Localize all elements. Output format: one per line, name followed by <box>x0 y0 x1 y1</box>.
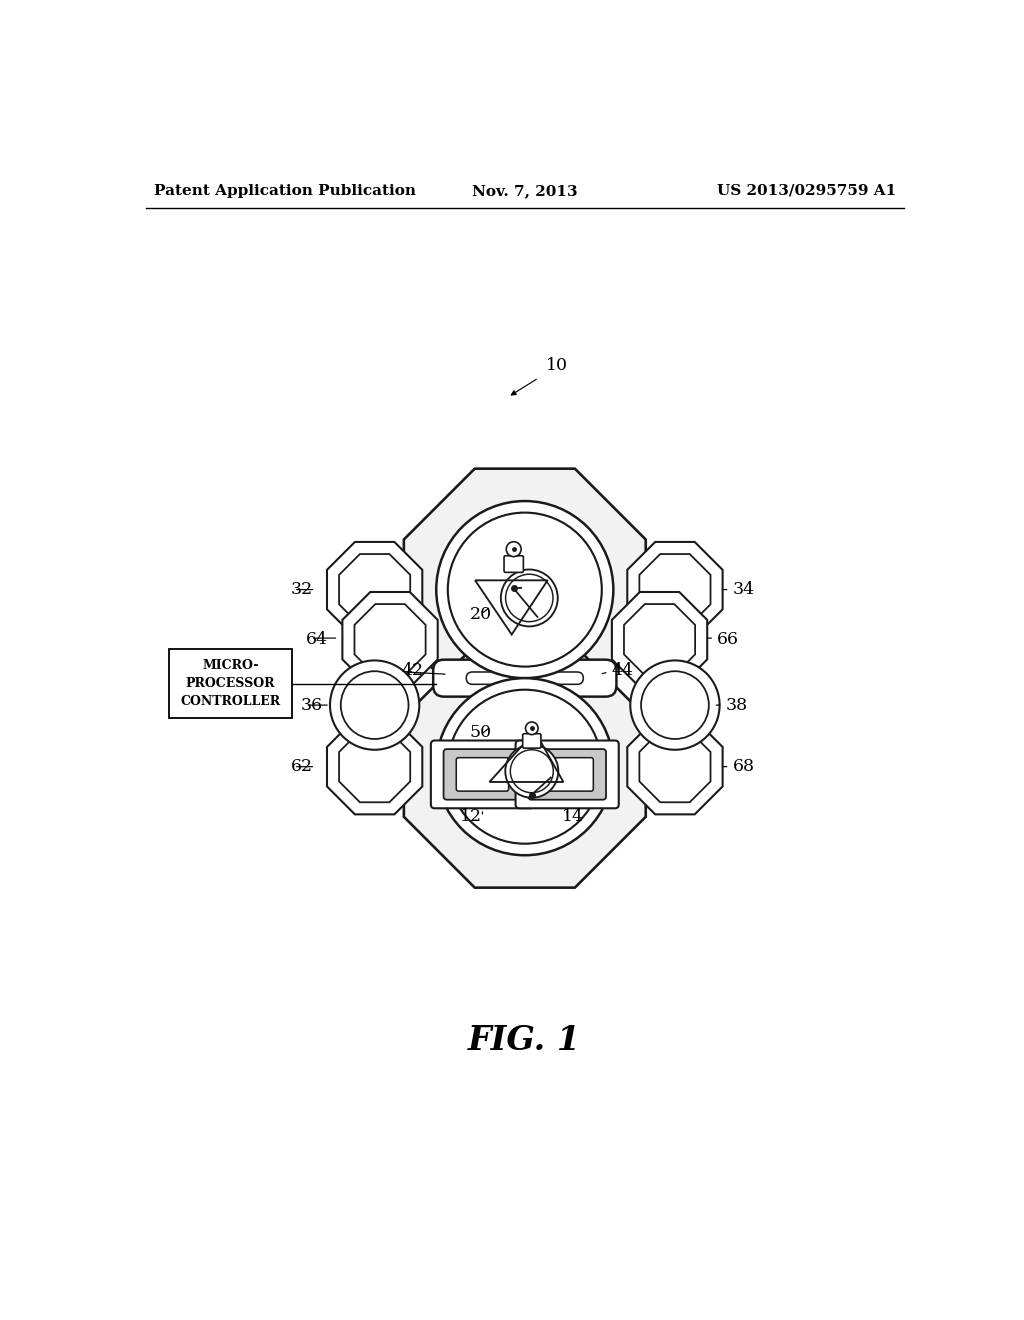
Circle shape <box>447 512 602 667</box>
Text: 20: 20 <box>469 606 492 623</box>
FancyBboxPatch shape <box>504 556 523 573</box>
Circle shape <box>641 672 709 739</box>
Text: Nov. 7, 2013: Nov. 7, 2013 <box>472 183 578 198</box>
Text: 66: 66 <box>717 631 739 648</box>
Text: 36: 36 <box>301 697 323 714</box>
FancyBboxPatch shape <box>515 741 618 808</box>
Text: 32: 32 <box>291 581 313 598</box>
Text: PROCESSOR: PROCESSOR <box>186 677 275 690</box>
Text: 34: 34 <box>733 581 755 598</box>
Text: FIG. 1: FIG. 1 <box>468 1023 582 1056</box>
Text: 64: 64 <box>306 631 328 648</box>
Polygon shape <box>354 605 426 676</box>
Circle shape <box>525 722 539 735</box>
FancyBboxPatch shape <box>457 758 509 791</box>
Text: 44: 44 <box>611 661 634 678</box>
Text: 10: 10 <box>547 358 568 374</box>
FancyBboxPatch shape <box>433 660 616 697</box>
FancyBboxPatch shape <box>528 748 606 800</box>
Text: CONTROLLER: CONTROLLER <box>180 696 281 708</box>
Text: 68: 68 <box>733 758 755 775</box>
Text: MICRO-: MICRO- <box>203 659 259 672</box>
Circle shape <box>631 660 720 750</box>
Text: 38: 38 <box>726 697 748 714</box>
Circle shape <box>506 541 521 557</box>
Circle shape <box>505 744 558 797</box>
FancyBboxPatch shape <box>169 649 292 718</box>
Circle shape <box>447 689 602 843</box>
Polygon shape <box>403 645 646 887</box>
Polygon shape <box>628 543 723 638</box>
Polygon shape <box>327 543 422 638</box>
Circle shape <box>436 502 613 678</box>
Polygon shape <box>624 605 695 676</box>
Polygon shape <box>403 469 646 710</box>
Text: Patent Application Publication: Patent Application Publication <box>154 183 416 198</box>
Polygon shape <box>612 591 708 688</box>
Polygon shape <box>339 554 411 626</box>
Text: 42: 42 <box>401 661 424 678</box>
Text: 50: 50 <box>469 725 492 742</box>
FancyBboxPatch shape <box>443 748 521 800</box>
Circle shape <box>330 660 419 750</box>
Text: 12: 12 <box>460 808 482 825</box>
Polygon shape <box>639 731 711 803</box>
FancyBboxPatch shape <box>522 734 541 748</box>
Polygon shape <box>327 719 422 814</box>
Text: US 2013/0295759 A1: US 2013/0295759 A1 <box>717 183 896 198</box>
Polygon shape <box>628 719 723 814</box>
Text: 14: 14 <box>562 808 585 825</box>
FancyBboxPatch shape <box>541 758 593 791</box>
Polygon shape <box>639 554 711 626</box>
Polygon shape <box>342 591 437 688</box>
Text: 62: 62 <box>291 758 313 775</box>
Circle shape <box>501 569 558 627</box>
Circle shape <box>341 672 409 739</box>
FancyBboxPatch shape <box>431 741 535 808</box>
Polygon shape <box>339 731 411 803</box>
Circle shape <box>436 678 613 855</box>
